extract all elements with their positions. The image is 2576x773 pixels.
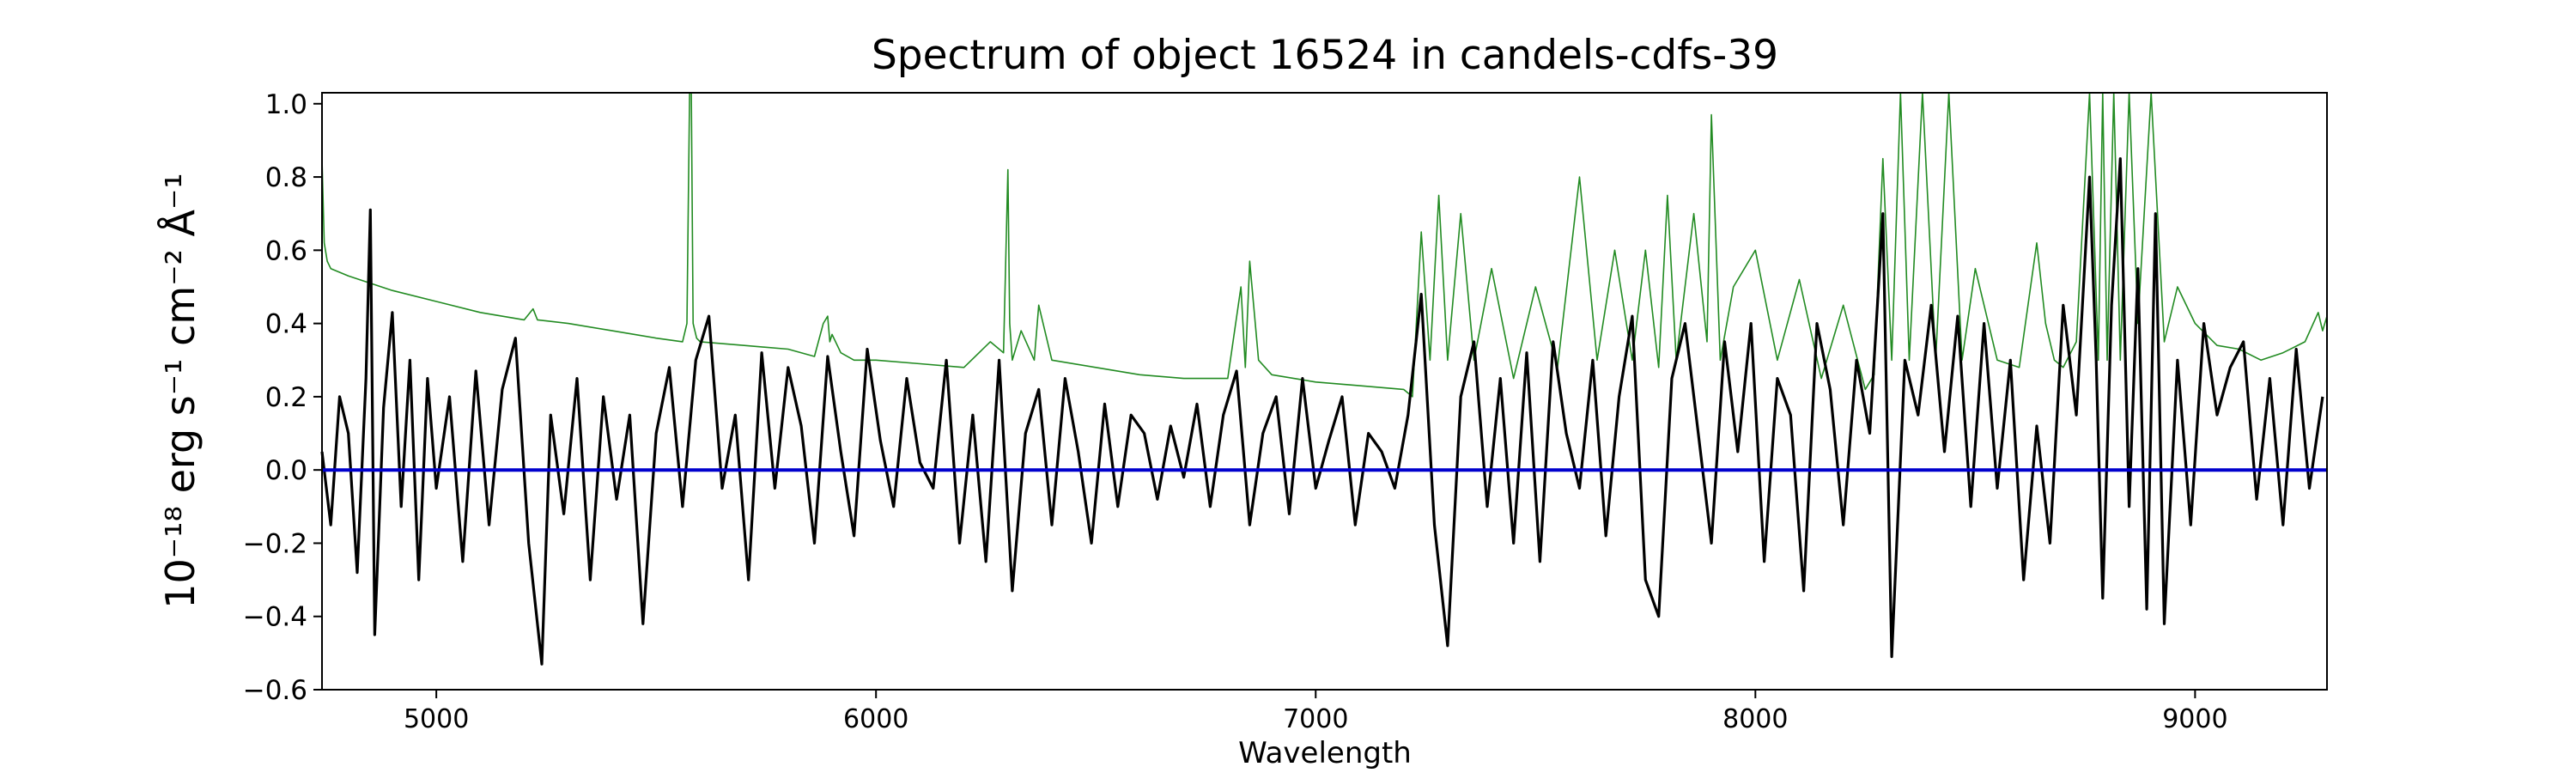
- y-tick-label: −0.2: [243, 528, 307, 559]
- chart-title: Spectrum of object 16524 in candels-cdfs…: [872, 32, 1778, 79]
- x-tick-label: 9000: [2162, 704, 2227, 734]
- y-tick-label: −0.4: [243, 602, 307, 633]
- flux-series-line: [320, 157, 2324, 666]
- y-tick-label: 0.6: [265, 235, 307, 266]
- y-tick-label: 0.4: [265, 309, 307, 340]
- y-tick-label: 0.0: [265, 455, 307, 486]
- y-tick-label: 0.2: [265, 382, 307, 413]
- plot-background: [322, 93, 2327, 690]
- error-series-line: [321, 92, 2328, 398]
- x-axis-ticks: 5000 6000 7000 8000 9000: [404, 690, 2228, 734]
- x-tick-label: 7000: [1283, 704, 1348, 734]
- y-tick-label: −0.6: [243, 675, 307, 706]
- x-tick-label: 8000: [1722, 704, 1788, 734]
- x-axis-label: Wavelength: [1238, 736, 1412, 770]
- plot-frame: [321, 92, 2328, 691]
- y-axis-ticks: −0.6 −0.4 −0.2 0.0 0.2 0.4 0.6 0.8 1.0: [243, 89, 322, 706]
- y-tick-label: 0.8: [265, 162, 307, 193]
- x-tick-label: 5000: [404, 704, 469, 734]
- y-tick-label: 1.0: [265, 89, 307, 120]
- x-tick-label: 6000: [843, 704, 908, 734]
- plot-area: [320, 92, 2328, 691]
- series-layer: [320, 92, 2328, 666]
- y-axis-label: 10⁻¹⁸ erg s⁻¹ cm⁻² Å⁻¹: [157, 173, 204, 608]
